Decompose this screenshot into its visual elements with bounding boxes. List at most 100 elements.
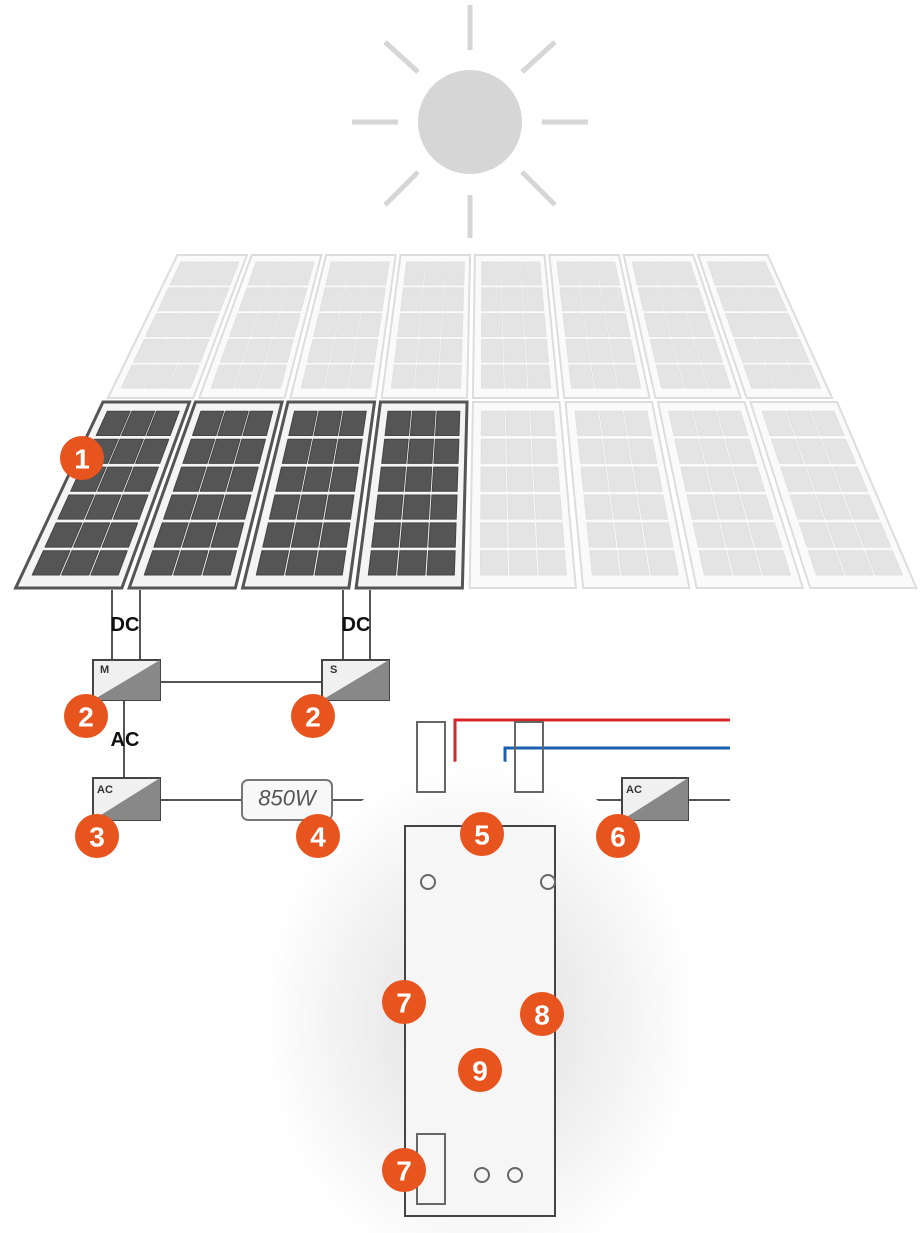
solar-cell — [481, 287, 502, 312]
solar-cell — [255, 550, 290, 576]
solar-cell — [671, 261, 698, 286]
badge: 7 — [382, 1148, 426, 1192]
solar-cell — [361, 287, 386, 312]
solar-cell — [314, 550, 347, 576]
solar-cell — [109, 438, 144, 464]
solar-cell — [210, 364, 242, 389]
badge-number: 5 — [474, 820, 490, 851]
solar-cell — [210, 261, 240, 286]
solar-cell — [480, 410, 506, 436]
solar-cell — [367, 550, 399, 576]
solar-cell — [832, 466, 868, 492]
switch-right: AC — [621, 777, 689, 821]
solar-cell — [580, 466, 610, 492]
solar-cell — [748, 522, 783, 548]
badge-number: 1 — [74, 444, 90, 475]
solar-cell — [520, 261, 543, 286]
solar-cell — [439, 338, 463, 363]
badge: 8 — [520, 992, 564, 1036]
solar-cell — [480, 466, 507, 492]
solar-cell — [242, 338, 272, 363]
solar-cell — [628, 438, 658, 464]
solar-cell — [366, 261, 390, 286]
solar-cell — [786, 410, 820, 436]
solar-cell — [649, 338, 678, 363]
solar-cell — [435, 410, 461, 436]
solar-cell — [296, 494, 328, 520]
badge: 6 — [596, 814, 640, 858]
solar-cell — [740, 494, 774, 520]
solar-cell — [701, 364, 732, 389]
solar-cell — [431, 466, 459, 492]
solar-cell — [61, 550, 100, 576]
solar-cell — [290, 522, 323, 548]
solar-cell — [399, 522, 429, 548]
solar-cell — [736, 287, 766, 312]
solar-cell — [651, 261, 678, 286]
meter: 850W — [241, 779, 333, 821]
solar-cell — [725, 313, 755, 338]
solar-cell — [155, 338, 188, 363]
badge-number: 3 — [89, 822, 105, 853]
solar-cell — [352, 338, 379, 363]
solar-cell — [531, 438, 558, 464]
solar-cell — [169, 261, 200, 286]
solar-cell — [609, 338, 636, 363]
solar-cell — [632, 466, 663, 492]
solar-cell — [397, 313, 421, 338]
solar-cell — [678, 287, 707, 312]
solar-cell — [665, 313, 693, 338]
solar-cell — [836, 550, 874, 576]
solar-cell — [508, 522, 537, 548]
solar-cell — [806, 466, 842, 492]
solar-cell — [374, 494, 404, 520]
solar-cell — [421, 287, 444, 312]
badge: 2 — [64, 694, 108, 738]
solar-cell — [226, 466, 259, 492]
solar-cell — [767, 313, 799, 338]
solar-cell — [821, 438, 857, 464]
solar-cell — [780, 466, 815, 492]
solar-cell — [788, 364, 822, 389]
solar-cell — [655, 364, 685, 389]
solar-cell — [329, 338, 357, 363]
dc-label: DC — [111, 614, 140, 636]
solar-cell — [202, 550, 238, 576]
solar-cell — [173, 550, 209, 576]
solar-cell — [97, 466, 133, 492]
solar-cell — [268, 494, 301, 520]
solar-cell — [480, 494, 507, 520]
solar-cell — [90, 550, 128, 576]
solar-cell — [428, 522, 457, 548]
solar-cell — [643, 313, 671, 338]
solar-cell — [85, 494, 122, 520]
solar-cell — [680, 466, 712, 492]
solar-cell — [189, 313, 220, 338]
solar-cell — [610, 494, 641, 520]
solar-cell — [646, 550, 679, 576]
solar-cell — [325, 261, 351, 286]
badge-number: 4 — [310, 822, 326, 853]
solar-cell — [505, 410, 531, 436]
solar-cell — [706, 261, 735, 286]
solar-cell — [242, 410, 274, 436]
badge-number: 7 — [396, 1156, 412, 1187]
solar-cell — [766, 364, 798, 389]
solar-cell — [637, 287, 664, 312]
solar-cell — [280, 287, 308, 312]
solar-cell — [706, 466, 739, 492]
solar-cell — [135, 438, 170, 464]
solar-cell — [384, 410, 412, 436]
badge-circle — [460, 812, 504, 856]
solar-cell — [394, 338, 419, 363]
solar-cell — [798, 522, 835, 548]
solar-cell — [313, 410, 343, 436]
solar-cell — [523, 313, 547, 338]
solar-cell — [508, 550, 538, 576]
solar-cell — [734, 338, 765, 363]
solar-cell — [506, 466, 534, 492]
solar-cell — [234, 364, 265, 389]
solar-cell — [724, 438, 757, 464]
solar-cell — [481, 313, 503, 338]
solar-cell — [693, 338, 723, 363]
